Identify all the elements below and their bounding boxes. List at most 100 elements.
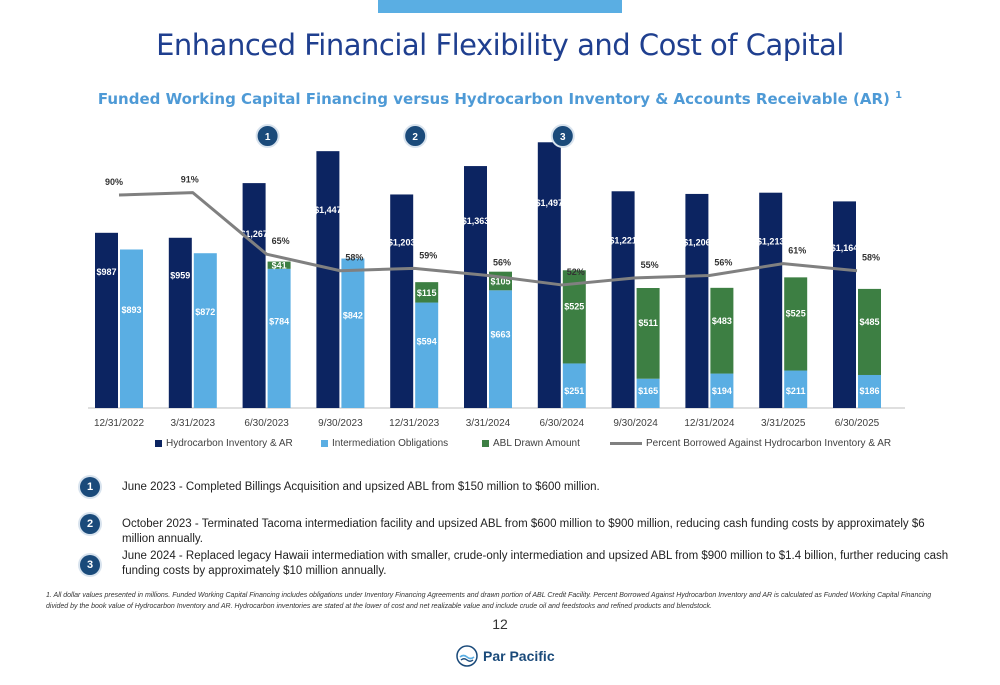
- bar-label-abl: $485: [859, 317, 879, 327]
- legend-item-hydrocarbon: Hydrocarbon Inventory & AR: [155, 438, 293, 449]
- bar-label-intermediation: $663: [490, 329, 510, 339]
- note-3-marker: 3: [80, 555, 100, 575]
- bar-label-hydrocarbon: $987: [96, 267, 116, 277]
- bar-hydrocarbon: [537, 142, 561, 408]
- x-tick-label: 12/31/2024: [684, 418, 734, 429]
- note-1-text: June 2023 - Completed Billings Acquisiti…: [122, 481, 600, 493]
- bar-intermediation: [784, 370, 808, 408]
- bar-label-hydrocarbon: $1,221: [609, 235, 637, 245]
- legend-item-percent: Percent Borrowed Against Hydrocarbon Inv…: [610, 438, 891, 449]
- note-2-marker: 2: [80, 514, 100, 534]
- bar-label-intermediation: $211: [786, 386, 806, 396]
- bar-label-hydrocarbon: $1,497: [536, 198, 564, 208]
- bar-hydrocarbon: [611, 191, 635, 408]
- bar-label-intermediation: $893: [121, 305, 141, 315]
- bar-label-abl: $115: [417, 288, 437, 298]
- x-tick-label: 12/31/2023: [389, 418, 439, 429]
- bar-label-intermediation: $251: [564, 386, 584, 396]
- percent-label: 56%: [493, 257, 511, 267]
- chart-title-text: Funded Working Capital Financing versus …: [97, 90, 890, 108]
- bar-abl: [784, 277, 808, 371]
- bar-intermediation: [858, 374, 881, 408]
- bar-label-intermediation: $194: [712, 386, 732, 396]
- legend-item-intermediation: Intermediation Obligations: [321, 438, 448, 449]
- note-2: 2 October 2023 - Terminated Tacoma inter…: [80, 514, 960, 547]
- bar-intermediation: [267, 268, 291, 408]
- bar-intermediation: [415, 302, 439, 408]
- bar-label-intermediation: $186: [859, 386, 879, 396]
- event-marker-label: 2: [412, 132, 418, 143]
- bar-abl: [267, 261, 291, 269]
- legend-label-abl: ABL Drawn Amount: [493, 438, 580, 449]
- bar-label-abl: $525: [786, 308, 806, 318]
- note-1-marker: 1: [80, 477, 100, 497]
- bar-label-intermediation: $594: [417, 337, 437, 347]
- x-tick-label: 6/30/2024: [540, 418, 585, 429]
- bar-label-hydrocarbon: $1,447: [314, 205, 342, 215]
- event-marker-label: 1: [265, 132, 271, 143]
- percent-label: 52%: [567, 267, 585, 277]
- bar-label-hydrocarbon: $1,203: [388, 238, 416, 248]
- top-accent-bar: [378, 0, 622, 13]
- bar-label-intermediation: $872: [195, 307, 215, 317]
- bar-abl: [710, 287, 734, 374]
- bar-intermediation: [489, 290, 512, 408]
- bar-hydrocarbon: [759, 192, 783, 408]
- bar-hydrocarbon: [464, 166, 487, 408]
- bar-intermediation: [710, 373, 734, 408]
- chart: $987 $893 12/31/2022 $959 $872 3/31/2023 $1,26…: [88, 124, 905, 429]
- note-2-text: October 2023 - Terminated Tacoma interme…: [122, 518, 925, 545]
- bar-hydrocarbon: [168, 237, 192, 408]
- bar-label-intermediation: $784: [269, 317, 289, 327]
- bar-label-hydrocarbon: $1,267: [240, 229, 268, 239]
- chart-legend: Hydrocarbon Inventory & AR Intermediatio…: [0, 438, 1000, 454]
- bar-intermediation: [120, 249, 143, 408]
- bar-label-abl: $41: [272, 261, 287, 271]
- bar-label-hydrocarbon: $1,164: [831, 243, 859, 253]
- legend-swatch-hydrocarbon: [155, 440, 162, 447]
- note-1: 1 June 2023 - Completed Billings Acquisi…: [80, 477, 960, 497]
- event-marker-3: [550, 124, 575, 148]
- bar-label-abl: $511: [638, 318, 658, 328]
- percent-label: 58%: [862, 253, 880, 263]
- legend-swatch-percent: [610, 442, 642, 445]
- percent-label: 55%: [641, 260, 659, 270]
- bar-label-intermediation: $165: [638, 386, 658, 396]
- x-tick-label: 6/30/2023: [244, 418, 289, 429]
- chart-title: Funded Working Capital Financing versus …: [0, 90, 1000, 108]
- bar-hydrocarbon: [95, 232, 118, 408]
- legend-label-percent: Percent Borrowed Against Hydrocarbon Inv…: [646, 438, 892, 449]
- x-tick-label: 6/30/2025: [835, 418, 880, 429]
- percent-label: 65%: [272, 236, 290, 246]
- company-logo: Par Pacific: [456, 645, 555, 667]
- legend-swatch-intermediation: [321, 440, 328, 447]
- wave-logo-icon: [456, 645, 478, 667]
- bar-intermediation: [562, 363, 586, 408]
- x-tick-label: 9/30/2024: [613, 418, 658, 429]
- percent-label: 90%: [105, 177, 123, 187]
- bar-label-hydrocarbon: $1,206: [683, 237, 711, 247]
- bar-label-hydrocarbon: $1,213: [757, 236, 785, 246]
- event-marker-2: [403, 124, 428, 148]
- x-tick-label: 9/30/2023: [318, 418, 363, 429]
- event-marker-1: [255, 124, 280, 148]
- bar-abl: [636, 288, 660, 379]
- legend-swatch-abl: [482, 440, 489, 447]
- percent-label: 91%: [181, 175, 199, 185]
- note-3-text: June 2024 - Replaced legacy Hawaii inter…: [122, 550, 949, 577]
- footnote: 1. All dollar values presented in millio…: [46, 592, 932, 610]
- x-tick-label: 12/31/2022: [94, 418, 144, 429]
- x-tick-label: 3/31/2025: [761, 418, 806, 429]
- percent-label: 59%: [419, 250, 437, 260]
- bar-abl: [858, 288, 881, 375]
- bar-hydrocarbon: [833, 201, 856, 408]
- bar-label-abl: $525: [564, 301, 584, 311]
- percent-line: [118, 191, 858, 287]
- bar-label-abl: $105: [490, 276, 510, 286]
- bar-hydrocarbon: [242, 183, 266, 408]
- bar-label-hydrocarbon: $1,363: [462, 216, 490, 226]
- percent-label: 61%: [788, 246, 806, 256]
- bar-intermediation: [341, 258, 365, 408]
- bar-intermediation: [193, 253, 217, 408]
- bar-abl: [562, 270, 586, 364]
